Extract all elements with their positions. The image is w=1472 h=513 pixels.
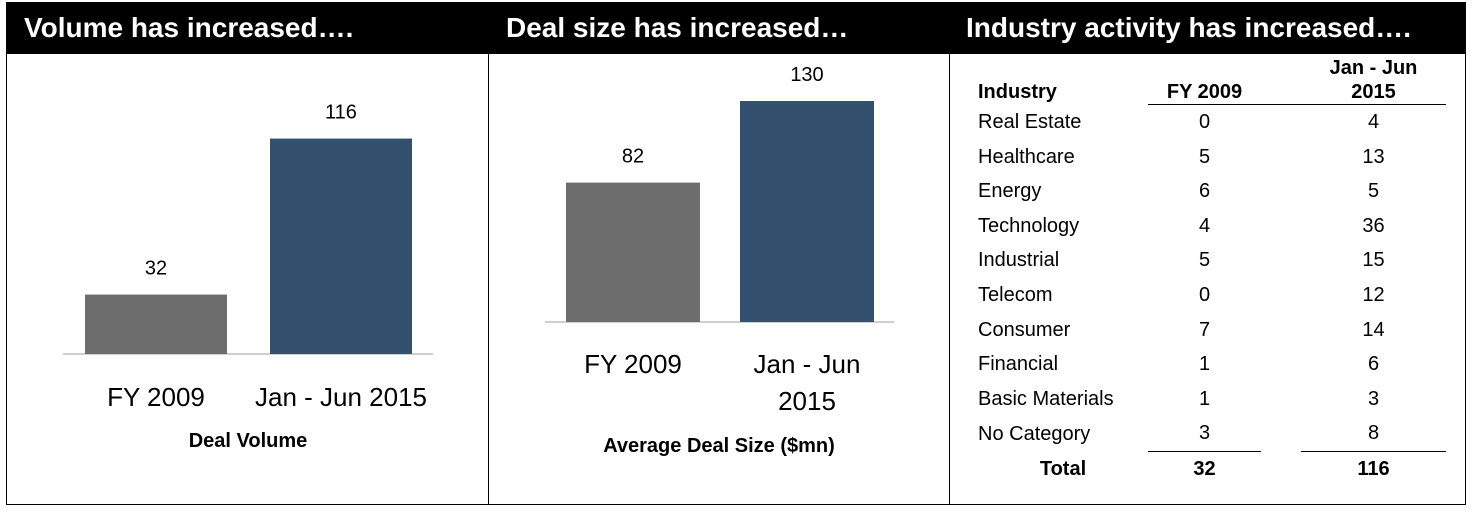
header-industry: Industry [978,81,1057,103]
industry-table: Industry FY 2009 Jan - Jun 2015 Real Est… [978,56,1446,487]
industry-cell: Financial [978,353,1059,376]
table-row: Real Estate 0 4 [978,105,1446,140]
deal-size-category-label-1-line1: 2015 [778,386,836,416]
jan-jun-2015-cell: 36 [1362,214,1385,237]
industry-cell: Energy [978,180,1042,203]
deal-volume-panel: 32 FY 2009 116 Jan - Jun 2015 Deal Volume [6,53,489,505]
table-row: No Category 3 8 [978,416,1446,451]
fy2009-cell: 0 [1198,283,1211,306]
fy2009-cell: 6 [1198,180,1211,203]
deal-size-x-axis-title: Average Deal Size ($mn) [603,435,835,457]
jan-jun-2015-cell: 5 [1367,180,1380,203]
volume-title: Volume has increased…. [24,12,354,43]
industry-cell: Consumer [978,318,1071,341]
volume-category-label-0: FY 2009 [107,382,205,412]
fy2009-cell: 1 [1198,353,1211,376]
table-row: Technology 4 36 [978,209,1446,244]
header-jan-jun-2015: Jan - Jun 2015 [1301,56,1446,104]
fy2009-cell: 5 [1198,249,1211,272]
table-row: Basic Materials 1 3 [978,382,1446,417]
deal-size-data-label-0: 82 [622,146,644,168]
deal-size-bar-0 [566,182,700,322]
fy2009-cell: 3 [1198,422,1211,445]
jan-jun-2015-cell: 4 [1367,111,1380,133]
fy2009-cell: 5 [1198,145,1211,168]
industry-cell: Technology [978,214,1080,237]
table-row: Industrial 5 15 [978,243,1446,278]
deal-size-data-label-1: 130 [790,64,823,86]
jan-jun-2015-cell: 6 [1367,353,1380,376]
fy2009-cell: 1 [1198,387,1211,410]
total-label: Total [1039,457,1087,480]
deal-size-panel: 82 FY 2009 130 Jan - Jun 2015 Average Deal Si… [488,53,950,505]
deal-size-chart: 82 FY 2009 130 Jan - Jun 2015 Average Deal Si… [545,64,894,457]
deal-size-bar-1 [740,101,874,322]
industry-panel: Industry FY 2009 Jan - Jun 2015 Real Est… [949,53,1466,505]
jan-jun-2015-cell: 13 [1362,145,1385,168]
table-row: Healthcare 5 13 [978,140,1446,175]
industry-cell: Healthcare [978,145,1075,168]
industry-cell: Telecom [978,283,1053,306]
industry-cell: Basic Materials [978,387,1114,410]
industry-cell: Real Estate [978,110,1082,133]
total-row: Total 32 116 [978,450,1446,487]
fy2009-cell: 0 [1198,111,1211,133]
deal-volume-chart: 32 FY 2009 116 Jan - Jun 2015 Deal Volume [63,102,433,452]
jan-jun-2015-cell: 12 [1362,283,1385,306]
header-fy2009: FY 2009 [1166,81,1243,103]
fy2009-cell: 4 [1198,214,1211,237]
deal-size-category-label-1-line0: Jan - Jun [754,349,861,379]
header-jan-jun-line2: 2015 [1351,81,1396,103]
table-row: Financial 1 6 [978,347,1446,382]
jan-jun-2015-cell: 14 [1362,318,1385,341]
jan-jun-2015-cell: 8 [1367,422,1380,445]
industry-cell: No Category [978,422,1091,445]
header-jan-jun-line1: Jan - Jun [1329,57,1418,79]
volume-x-axis-title: Deal Volume [189,430,308,452]
volume-data-label-0: 32 [145,258,167,280]
table-row: Energy 6 5 [978,174,1446,209]
volume-data-label-1: 116 [325,102,357,124]
volume-category-label-1: Jan - Jun 2015 [255,382,427,412]
volume-bar-0 [85,294,227,354]
header-bar: Volume has increased…. Deal size has inc… [6,2,1466,53]
industry-title: Industry activity has increased…. [966,12,1412,43]
table-row: Telecom 0 12 [978,278,1446,313]
jan-jun-2015-cell: 3 [1367,387,1380,410]
jan-jun-2015-cell: 15 [1362,249,1385,272]
table-body: Real Estate 0 4 Healthcare 5 13 Energy 6 5 Techno… [978,105,1446,487]
deal-size-title: Deal size has increased… [506,12,849,43]
fy2009-cell: 7 [1198,318,1211,341]
total-jan-jun-2015: 116 [1301,450,1446,487]
industry-cell: Industrial [978,249,1060,272]
total-fy2009: 32 [1148,450,1261,487]
deal-size-category-label-0: FY 2009 [584,349,682,379]
table-row: Consumer 7 14 [978,313,1446,348]
table-header-row: Industry FY 2009 Jan - Jun 2015 [978,56,1446,104]
volume-bar-1 [270,138,412,354]
